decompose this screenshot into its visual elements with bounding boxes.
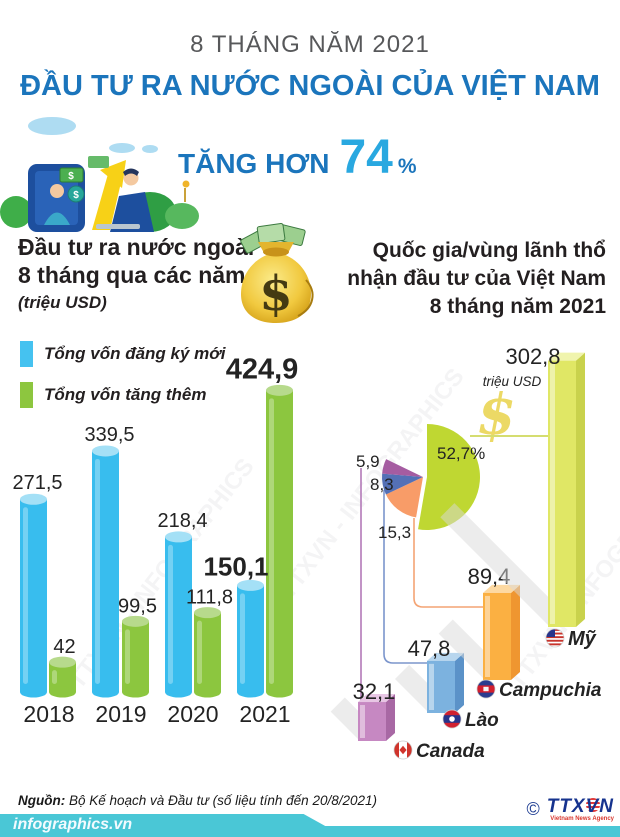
bar-2019-new (92, 445, 119, 698)
site-url: infographics.vn (13, 816, 133, 833)
coin-icon (67, 185, 85, 203)
bar-Mỹ (440, 352, 585, 627)
left-title-line2: 8 tháng qua các năm (18, 262, 246, 288)
kicker-text: 8 THÁNG NĂM 2021 (190, 31, 430, 58)
legend-label: Tổng vốn tăng thêm (44, 385, 207, 404)
value-label-added: 111,8 (186, 587, 233, 609)
pie-slice-Campuchia (385, 477, 423, 518)
source-text: Bộ Kế hoạch và Đầu tư (số liệu tính đến … (65, 793, 377, 808)
bar-Canada (330, 694, 395, 741)
svg-text:$: $ (73, 190, 79, 201)
legend-item-added-capital: Tổng vốn tăng thêm (20, 382, 206, 408)
copyright-icon: © (526, 799, 540, 819)
bar-Lào (395, 652, 464, 713)
year-label: 2021 (239, 701, 290, 727)
svg-text:$: $ (68, 171, 74, 182)
value-label-added-2021: 424,9 (226, 353, 299, 385)
source-label: Nguồn: (18, 793, 66, 808)
country-label-Mỹ: Mỹ (568, 628, 597, 650)
pie-label-Mỹ: 52,7% (437, 444, 485, 463)
source-note: Nguồn: Bộ Kế hoạch và Đầu tư (số liệu tí… (18, 793, 377, 808)
bar-2021-new (237, 579, 264, 698)
right-title-line3: 8 tháng năm 2021 (429, 295, 606, 318)
pie-label-Canada: 5,9 (356, 452, 380, 471)
destination-bar-chart: 32,1Canada47,8Lào89,4Campuchia302,8triệu… (330, 344, 602, 762)
growth-prefix: TĂNG HƠN (178, 148, 330, 179)
legend-item-new-capital: Tổng vốn đăng ký mới (20, 341, 225, 367)
growth-percent-sign: % (397, 155, 417, 178)
right-chart-title: Quốc gia/vùng lãnh thổ nhận đầu tư của V… (316, 237, 606, 321)
year-label: 2018 (23, 701, 74, 727)
growth-value: 74 (339, 131, 393, 184)
footer-site-banner: infographics.vn (0, 814, 345, 837)
value-label-added: 99,5 (118, 595, 157, 617)
destination-pie-chart: 52,7% 15,3 8,3 5,9 (356, 424, 485, 542)
bar-Campuchia (438, 584, 520, 680)
page-title: ĐẦU TƯ RA NƯỚC NGOÀI CỦA VIỆT NAM (20, 70, 600, 102)
pie-slice-Mỹ (418, 424, 481, 530)
dollar-bills-icon (240, 223, 306, 254)
bar-2020-added (194, 607, 221, 698)
agency-name: TTXVN (546, 796, 614, 817)
value-label-new: 218,4 (157, 510, 207, 532)
value-label-Canada: 32,1 (353, 679, 396, 704)
bush-icon (0, 196, 32, 228)
right-title-line1: Quốc gia/vùng lãnh thổ (372, 239, 606, 262)
left-chart-title: Đầu tư ra nước ngoài 8 tháng qua các năm… (18, 233, 254, 317)
value-label-added: 42 (53, 636, 75, 658)
bar-2020-new (165, 531, 192, 698)
agency-subtitle: Vietnam News Agency (550, 816, 614, 822)
connector-Campuchia (413, 518, 483, 608)
left-title-line1: Đầu tư ra nước ngoài (18, 234, 255, 260)
arrow-up-icon (92, 174, 122, 230)
left-title-unit: (triệu USD) (18, 293, 107, 312)
bar-2018-added (49, 656, 76, 698)
right-title-line2: nhận đầu tư của Việt Nam (347, 267, 606, 290)
value-label-new: 271,5 (12, 472, 62, 494)
svg-text:$: $ (259, 266, 292, 322)
bar-2021-added (266, 384, 293, 698)
agency-logo: © TTXVN Vietnam News Agency (526, 796, 614, 822)
connector-Lào (383, 490, 427, 664)
laos-flag-icon (443, 710, 461, 728)
us-flag-icon (546, 629, 564, 647)
pie-label-Lào: 8,3 (370, 475, 394, 494)
bar-2018-new (20, 493, 47, 698)
legend-swatch-blue (20, 341, 33, 367)
bar-2019-added (122, 615, 149, 698)
banknote-icon (88, 156, 109, 168)
cambodia-flag-icon (477, 680, 495, 698)
headline-growth: TĂNG HƠN 74 % (178, 130, 417, 185)
left-bar-chart: 271,5 42 2018 339,5 99,5 2019 218,4 111,8 2020 15… (12, 353, 298, 727)
canada-flag-icon (394, 741, 412, 759)
value-label-Lào: 47,8 (408, 636, 451, 661)
year-label: 2019 (95, 701, 146, 727)
pie-to-bar-connectors (360, 435, 548, 702)
pie-slice-Canada (382, 459, 423, 477)
money-bag-icon: $ (240, 223, 314, 323)
legend-swatch-green (20, 382, 33, 408)
people-investment-illustration: $ $ (0, 117, 199, 232)
value-label-new-2021: 150,1 (203, 551, 268, 581)
country-label-Lào: Lào (465, 710, 499, 731)
country-label-Campuchia: Campuchia (499, 680, 602, 701)
bar-shadow (440, 503, 565, 627)
country-label-Canada: Canada (416, 741, 485, 762)
value-label-Mỹ: 302,8 (505, 344, 560, 369)
legend-label: Tổng vốn đăng ký mới (44, 344, 226, 363)
value-label-new: 339,5 (84, 424, 134, 446)
year-label: 2020 (167, 701, 218, 727)
pie-label-Campuchia: 15,3 (378, 523, 411, 542)
pie-slice-Lào (381, 473, 423, 495)
unit-label: triệu USD (483, 374, 542, 389)
globe-icon (586, 798, 600, 812)
